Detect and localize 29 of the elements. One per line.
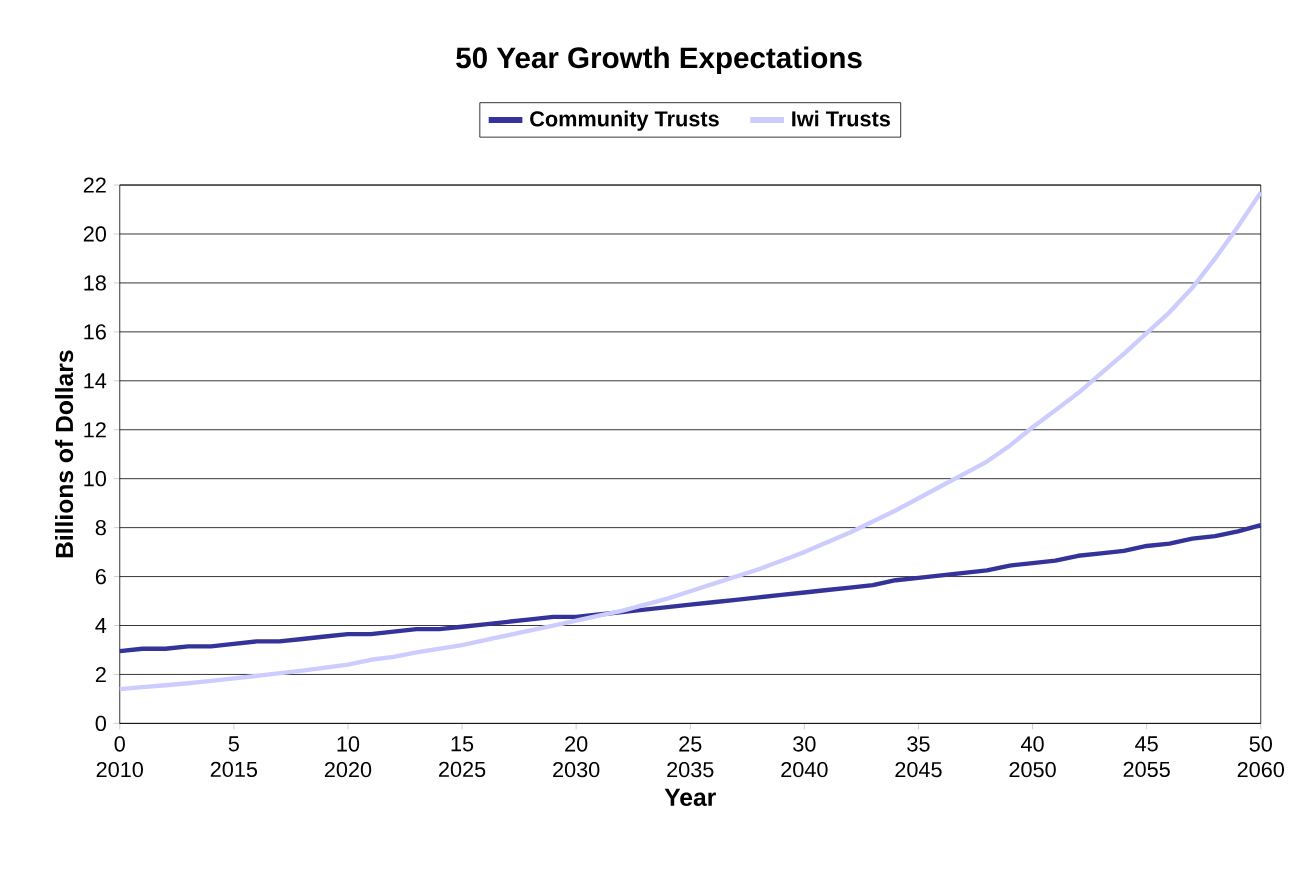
legend-label: Community Trusts <box>530 110 719 131</box>
y-tick-label: 14 <box>84 373 107 389</box>
x-axis-title: Year <box>664 788 716 807</box>
x-tick-label: 10 2020 <box>324 736 372 778</box>
y-tick-label: 0 <box>95 715 106 732</box>
y-tick-label: 6 <box>95 569 106 585</box>
y-tick-label: 20 <box>83 226 106 242</box>
y-tick-label: 4 <box>95 618 107 634</box>
x-tick-label: 15 2025 <box>439 736 486 778</box>
y-tick-label: 8 <box>95 520 106 536</box>
x-tick-label: 45 2055 <box>1123 736 1170 778</box>
x-tick-label: 40 2050 <box>1009 736 1056 778</box>
x-tick-label: 20 2030 <box>553 736 600 778</box>
x-tick-label: 0 2010 <box>96 736 143 778</box>
y-axis-title: Billions of Dollars <box>55 350 74 558</box>
x-tick-label: 25 2035 <box>667 736 714 778</box>
y-tick-label: 2 <box>95 667 106 683</box>
chart-title: 50 Year Growth Expectations <box>456 46 862 75</box>
y-tick-label: 10 <box>84 471 106 487</box>
x-tick-label: 50 2060 <box>1237 736 1285 778</box>
x-tick-label: 5 2015 <box>210 736 258 778</box>
x-tick-label: 30 2040 <box>781 736 828 778</box>
x-tick-label: 35 2045 <box>895 736 942 778</box>
line-series <box>117 523 1263 654</box>
y-tick-label: 18 <box>84 275 106 291</box>
legend-label: Iwi Trusts <box>792 110 890 127</box>
y-tick-label: 22 <box>83 177 106 193</box>
y-tick-label: 12 <box>84 422 106 438</box>
y-tick-label: 16 <box>84 324 106 340</box>
